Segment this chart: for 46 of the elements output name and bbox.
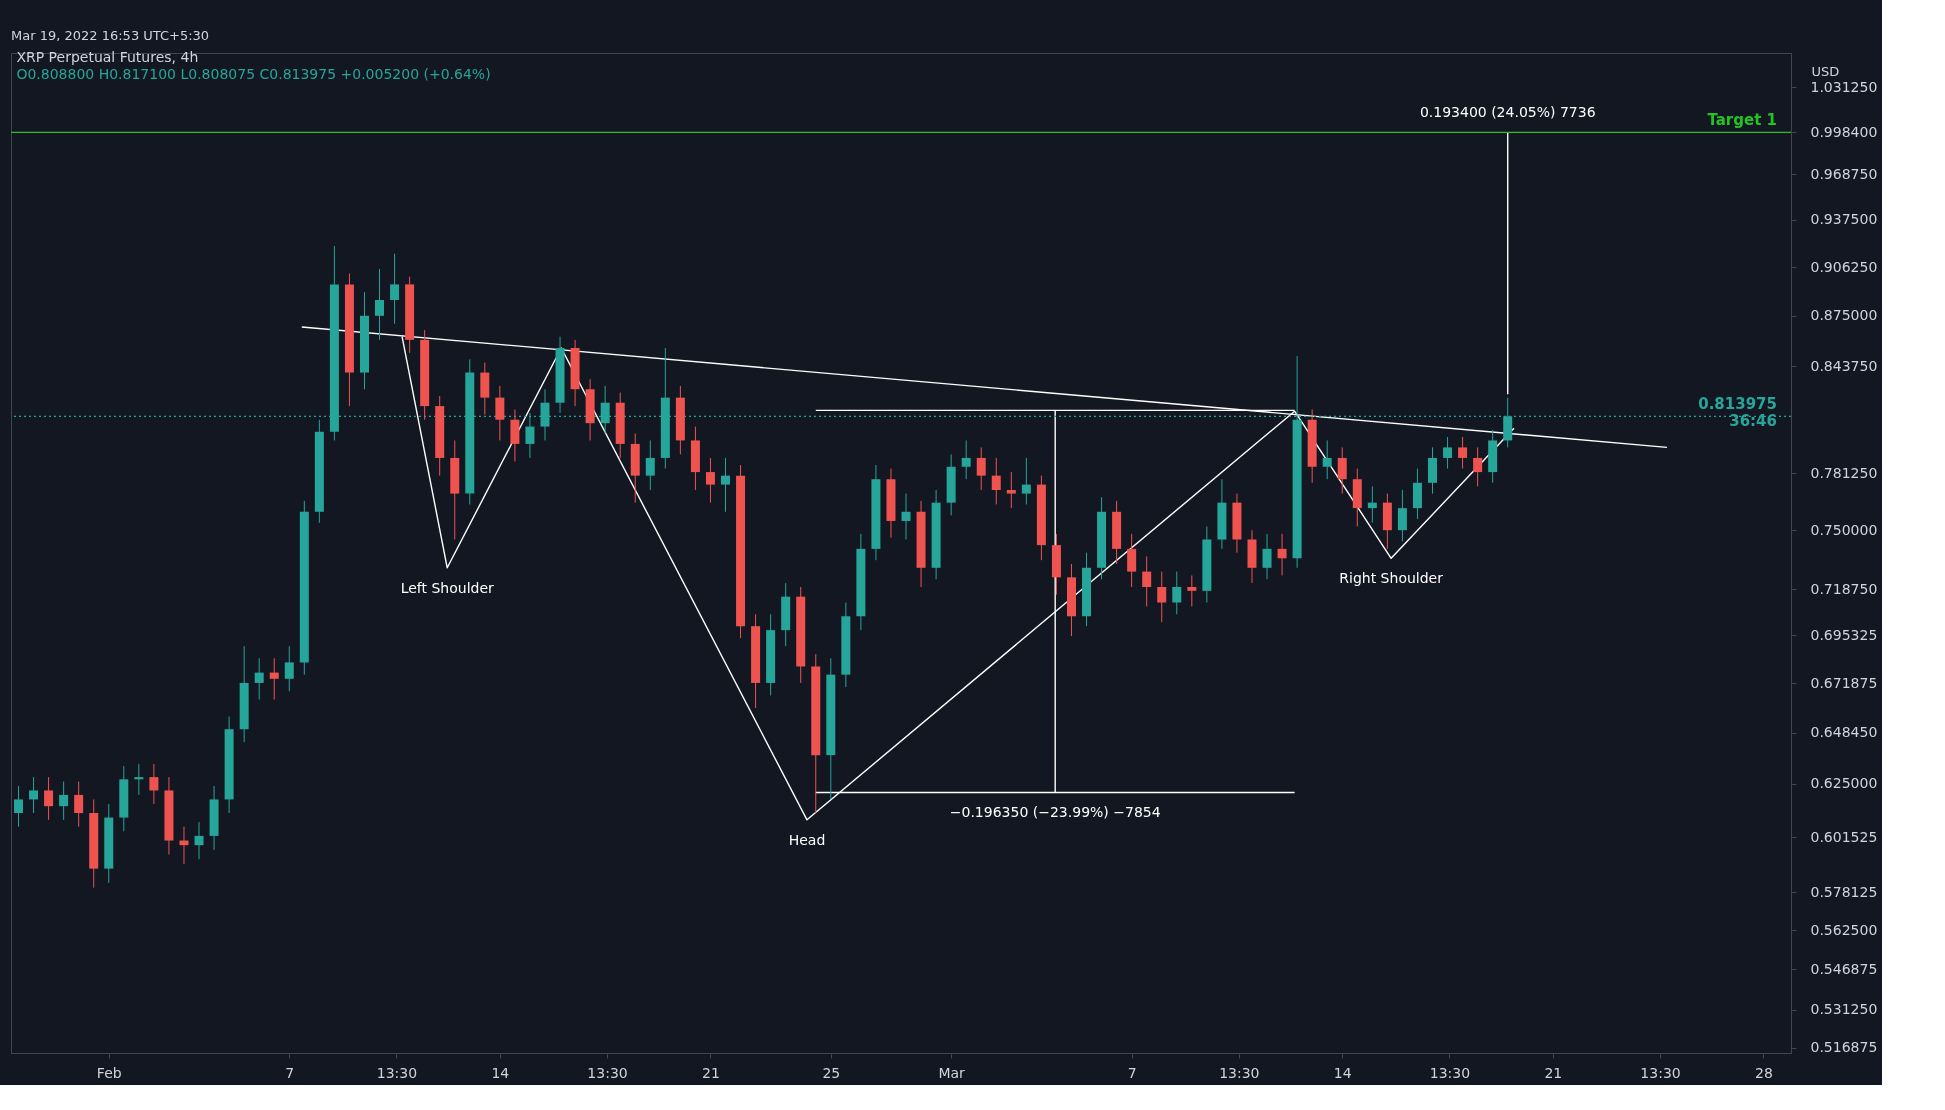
y-tick-label: 0.578125 [1810,883,1878,900]
y-tick-label: 0.601525 [1810,828,1878,845]
x-tick-label: 14 [1333,1064,1352,1081]
annotation: 0.193400 (24.05%) 7736 [1419,104,1596,121]
annotation: Left Shoulder [400,579,495,596]
y-tick-label: 0.531250 [1810,1001,1878,1018]
y-tick-label: 0.750000 [1810,521,1878,538]
text: Mar 19, 2022 16:53 UTC+5:30 [11,28,210,43]
annotation: Right Shoulder [1339,570,1444,587]
x-tick-label: 7 [285,1064,295,1081]
x-tick-label: 13:30 [587,1064,628,1081]
y-tick-label: 0.516875 [1810,1039,1878,1056]
y-tick-label: 0.625000 [1810,775,1878,792]
text: O0.808800 H0.817100 L0.808075 C0.813975 +0.005200 (+0.64%) [16,66,491,82]
y-tick-label: 0.998400 [1810,123,1878,140]
x-tick-label: 28 [1755,1064,1773,1081]
y-tick-label: 0.843750 [1810,357,1878,374]
x-tick-label: 21 [702,1064,720,1081]
x-tick-label: 14 [491,1064,510,1081]
x-tick-label: 13:30 [1640,1064,1681,1081]
y-tick-label: 0.781250 [1810,464,1878,481]
y-tick-label: 0.695325 [1810,626,1878,643]
y-tick-label: 0.671875 [1810,674,1878,691]
y-tick-label: 0.718750 [1810,580,1878,597]
y-axis-title: USD [1811,63,1840,79]
x-tick-label: Feb [96,1064,122,1081]
y-tick-label: 0.562500 [1810,921,1878,938]
y-tick-label: 0.937500 [1810,211,1878,228]
x-tick-label: Mar [938,1064,966,1081]
y-tick-label: 0.875000 [1810,307,1878,324]
x-tick-label: 13:30 [1429,1064,1471,1081]
chart-title: XRP Perpetual Futures, 4h [16,49,199,65]
ref-line-label: Target 1 [1707,111,1777,130]
x-tick-label: 13:30 [376,1064,418,1081]
annotation: −0.196350 (−23.99%) −7854 [949,804,1161,821]
annotation: Head [788,831,826,848]
y-tick-label: 1.031250 [1810,78,1878,95]
y-tick-label: 0.546875 [1810,960,1878,977]
y-tick-label: 0.648450 [1810,724,1878,741]
ref-line-label: 0.813975 36:46 [1698,395,1777,431]
x-tick-label: 13:30 [1219,1064,1260,1081]
x-tick-label: 21 [1544,1064,1563,1081]
y-tick-label: 0.968750 [1810,165,1878,182]
x-tick-label: 7 [1127,1064,1137,1081]
x-tick-label: 25 [822,1064,841,1081]
y-tick-label: 0.906250 [1810,258,1878,275]
